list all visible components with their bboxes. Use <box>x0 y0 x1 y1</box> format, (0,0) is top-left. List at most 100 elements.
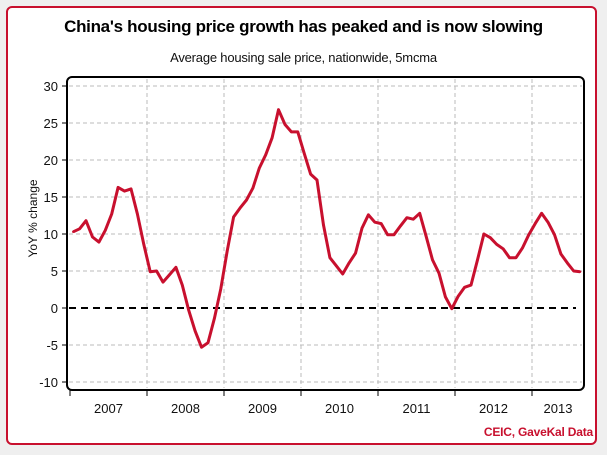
data-point <box>534 222 537 225</box>
data-point <box>226 249 229 253</box>
data-point <box>367 213 370 216</box>
data-point <box>540 212 543 215</box>
data-point <box>354 252 357 255</box>
data-point <box>328 256 332 259</box>
x-axis: 2007 2008 2009 2010 2011 2012 2013 <box>69 390 573 416</box>
data-point <box>245 198 248 202</box>
data-point <box>168 273 171 276</box>
data-point <box>424 235 428 238</box>
data-point <box>264 153 267 157</box>
x-tick-label: 2007 <box>94 401 123 416</box>
data-point <box>149 270 152 273</box>
data-point <box>463 286 466 289</box>
data-point <box>431 258 434 262</box>
data-point <box>97 240 101 244</box>
data-point <box>546 220 550 224</box>
data-point <box>303 152 306 155</box>
data-point <box>72 230 75 233</box>
data-point <box>104 229 107 232</box>
data-point <box>155 269 158 273</box>
data-point <box>437 272 441 275</box>
data-point <box>444 295 447 299</box>
data-point <box>559 252 563 256</box>
y-axis: 30 25 20 15 10 5 0 -5 -10 <box>39 79 67 390</box>
data-point <box>270 136 274 139</box>
y-axis-title: YoY % change <box>26 179 40 257</box>
data-point <box>489 236 492 239</box>
data-point <box>290 130 293 134</box>
data-point <box>258 166 261 170</box>
data-point <box>309 172 312 176</box>
data-point <box>380 222 383 225</box>
y-tick-label: 20 <box>44 153 58 168</box>
data-point <box>501 247 505 250</box>
y-tick-label: 10 <box>44 227 58 242</box>
data-point <box>495 243 498 246</box>
x-tick-label: 2011 <box>403 401 431 416</box>
data-point <box>335 264 338 268</box>
data-point <box>341 272 344 276</box>
data-point <box>553 233 556 236</box>
data-point <box>514 256 518 259</box>
data-point <box>174 266 178 269</box>
data-point <box>193 329 197 333</box>
data-point <box>129 187 133 191</box>
data-point <box>469 283 473 287</box>
y-tick-label: 25 <box>44 116 58 131</box>
data-point <box>110 212 113 216</box>
data-point <box>213 317 216 320</box>
chart-title: China's housing price growth has peaked … <box>64 17 543 36</box>
y-tick-label: -5 <box>46 338 58 353</box>
y-tick-label: 5 <box>51 264 58 279</box>
data-point <box>322 223 325 227</box>
data-point <box>386 233 389 236</box>
data-point <box>476 258 479 262</box>
x-tick-label: 2009 <box>248 401 277 416</box>
y-tick-label: 30 <box>44 79 58 94</box>
data-point <box>181 283 184 287</box>
data-point <box>238 206 242 210</box>
data-point <box>206 341 210 344</box>
data-point <box>521 246 524 250</box>
x-tick-label: 2008 <box>171 401 200 416</box>
x-tick-label: 2012 <box>479 401 508 416</box>
x-tick-label: 2013 <box>544 401 573 416</box>
data-point <box>412 218 415 221</box>
data-point <box>277 108 280 111</box>
data-point <box>399 224 402 228</box>
data-point <box>296 130 299 134</box>
data-point <box>360 226 364 230</box>
source-note: CEIC, GaveKal Data <box>483 425 593 439</box>
data-point <box>373 220 376 224</box>
data-point <box>251 186 255 190</box>
data-point <box>84 219 88 222</box>
data-point <box>572 269 575 273</box>
data-point <box>200 346 203 349</box>
data-point <box>418 212 421 215</box>
data-point <box>219 287 222 290</box>
data-point <box>392 233 396 236</box>
data-point <box>142 243 145 246</box>
series-line-housing-price <box>72 108 581 349</box>
data-point <box>232 215 235 219</box>
data-point <box>566 261 569 265</box>
data-point <box>187 309 190 312</box>
vertical-gridlines <box>146 79 533 388</box>
chart-subtitle: Average housing sale price, nationwide, … <box>170 50 437 65</box>
x-tick-label: 2010 <box>325 401 354 416</box>
data-point <box>347 261 351 265</box>
data-point <box>161 280 165 284</box>
series-points <box>72 108 582 349</box>
data-point <box>123 189 126 193</box>
data-point <box>78 227 81 231</box>
data-point <box>116 186 120 189</box>
data-point <box>482 232 486 236</box>
data-point <box>508 256 511 259</box>
data-point <box>457 294 460 298</box>
data-point <box>315 178 319 182</box>
data-point <box>450 307 453 310</box>
data-point <box>578 270 582 273</box>
y-tick-label: 0 <box>51 301 58 316</box>
data-point <box>91 235 94 239</box>
